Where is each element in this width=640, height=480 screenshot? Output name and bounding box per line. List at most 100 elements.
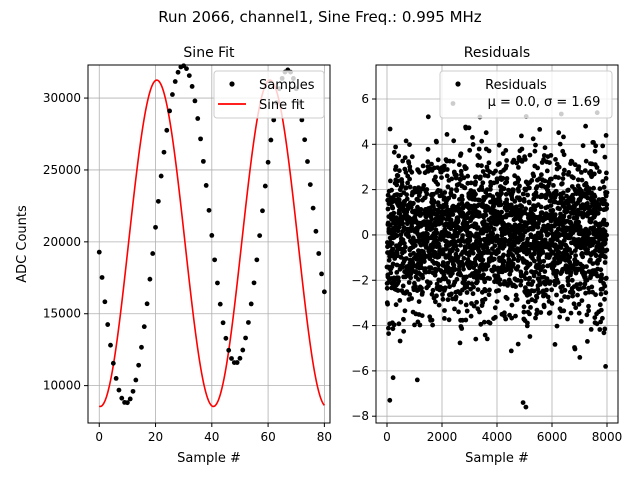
residual-point — [527, 275, 532, 281]
residual-point — [518, 278, 524, 284]
sample-point — [110, 360, 116, 366]
residual-point — [395, 228, 401, 234]
residual-point — [406, 234, 412, 239]
residual-point — [604, 221, 610, 227]
residual-point — [470, 291, 476, 297]
residual-point — [562, 294, 567, 300]
residual-point — [547, 160, 552, 166]
residual-point — [565, 187, 571, 193]
residual-point — [442, 316, 447, 321]
residual-point — [401, 316, 406, 322]
residual-point — [447, 158, 453, 164]
residual-point — [597, 206, 603, 212]
sample-point — [136, 362, 142, 368]
residual-point — [538, 204, 544, 210]
residual-point — [446, 280, 451, 285]
residual-point — [443, 276, 448, 281]
residual-point — [429, 291, 435, 297]
residual-point — [407, 176, 412, 182]
sample-point — [99, 275, 105, 280]
residual-point — [486, 248, 491, 254]
residual-point — [419, 285, 424, 291]
residual-point — [525, 192, 530, 198]
residual-point — [595, 210, 601, 216]
residual-point — [421, 183, 427, 188]
residual-point — [391, 210, 397, 216]
sample-point — [234, 360, 240, 365]
residual-point — [547, 198, 553, 204]
residual-point — [533, 142, 538, 148]
sine-fit-x-tick-label: 20 — [148, 430, 163, 444]
residual-point — [598, 267, 604, 273]
residual-point — [485, 173, 491, 179]
residual-point — [400, 283, 406, 289]
residual-point — [413, 284, 418, 289]
residual-outlier-point — [523, 404, 529, 410]
residual-point — [388, 178, 393, 184]
residual-point — [435, 181, 441, 187]
residual-point — [474, 299, 479, 305]
residuals-y-tick-label: 0 — [361, 228, 369, 242]
residual-point — [458, 151, 464, 157]
legend-residuals-stats: μ = 0.0, σ = 1.69 — [488, 95, 601, 110]
legend-samples-marker — [229, 81, 235, 87]
residual-point — [471, 284, 476, 290]
residual-point — [385, 301, 390, 307]
residual-point — [450, 212, 456, 217]
residual-point — [567, 260, 573, 265]
residual-point — [409, 154, 415, 160]
sine-fit-title: Sine Fit — [183, 45, 235, 61]
residual-point — [456, 162, 462, 168]
residual-point — [592, 315, 598, 320]
residual-point — [535, 224, 541, 230]
residual-point — [411, 200, 416, 206]
residual-point — [556, 175, 561, 181]
sample-point — [172, 79, 178, 84]
residual-point — [430, 287, 436, 293]
residual-point — [475, 279, 480, 284]
residual-outlier-point — [603, 364, 608, 369]
residual-point — [473, 336, 479, 342]
residual-point — [604, 202, 610, 208]
residual-point — [486, 148, 492, 154]
residual-point — [445, 260, 451, 266]
residual-point — [583, 290, 588, 296]
residual-point — [575, 177, 581, 183]
sine-fit-xlabel: Sample # — [177, 451, 241, 466]
sample-point — [240, 347, 246, 353]
residual-point — [491, 204, 496, 209]
residual-point — [601, 330, 607, 336]
sine-fit-x-tick-label: 80 — [317, 430, 332, 444]
sample-point — [246, 320, 251, 325]
residual-point — [492, 243, 498, 249]
sample-point — [319, 271, 324, 277]
residual-point — [475, 162, 481, 168]
residual-point — [504, 176, 510, 181]
residual-point — [531, 196, 537, 202]
sample-point — [141, 324, 147, 330]
sample-point — [170, 92, 175, 97]
residual-point — [454, 188, 460, 194]
residual-point — [592, 171, 597, 177]
residual-point — [559, 181, 565, 186]
residual-point — [396, 153, 402, 159]
residual-point — [566, 282, 571, 288]
residual-point — [582, 168, 588, 174]
residual-point — [554, 268, 560, 274]
residual-point — [453, 294, 459, 300]
residual-point — [403, 185, 409, 191]
residual-point — [454, 276, 460, 282]
residual-point — [477, 197, 482, 203]
residual-point — [523, 206, 529, 212]
residual-point — [461, 256, 467, 261]
residual-point — [430, 322, 435, 328]
residual-point — [444, 173, 450, 179]
residuals-x-tick-label: 0 — [383, 430, 391, 444]
residual-point — [426, 269, 432, 275]
sample-point — [248, 301, 254, 307]
residual-point — [571, 301, 577, 307]
residual-point — [553, 188, 559, 194]
residual-point — [557, 314, 563, 320]
residual-point — [451, 193, 457, 199]
residual-point — [542, 237, 548, 243]
